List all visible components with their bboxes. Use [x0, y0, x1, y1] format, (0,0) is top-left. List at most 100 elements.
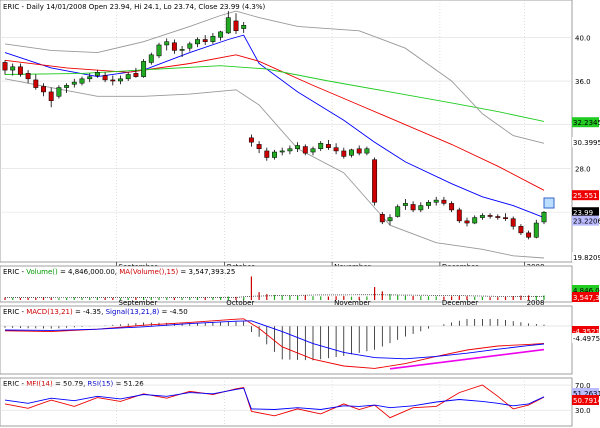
price-badge-4-box: [572, 215, 599, 226]
candle: [325, 140, 331, 150]
candle-body: [441, 199, 447, 204]
candle: [179, 46, 185, 57]
price-series-band-upper: [4, 10, 545, 144]
candle: [349, 148, 354, 158]
price-badge-1-box: [572, 137, 599, 148]
candle: [41, 83, 46, 97]
price-badge-2-text: 25.551: [573, 192, 598, 200]
macd-series-signal: [4, 320, 545, 360]
candle: [202, 35, 208, 45]
candle: [102, 72, 108, 83]
volume-x-label-4: 2008: [527, 299, 545, 307]
candle-body: [387, 217, 393, 222]
candle: [495, 214, 501, 220]
candle-body: [364, 148, 370, 154]
candle-body: [141, 61, 147, 77]
candle: [241, 22, 247, 33]
macd-series-trendline: [389, 348, 545, 370]
candle-body: [333, 147, 339, 152]
candle: [225, 11, 231, 35]
candle-body: [210, 35, 216, 42]
candle: [503, 213, 508, 221]
volume-panel: ERIC - Volume() = 4,846,000.00, MA(Volum…: [0, 265, 600, 307]
candle-body: [41, 86, 46, 93]
candle: [2, 60, 8, 75]
price-badge-2-box: [572, 190, 599, 201]
candle: [171, 39, 177, 54]
candle: [25, 70, 31, 84]
candle: [87, 73, 93, 83]
volume-title-prefix: ERIC -: [3, 268, 26, 276]
volume-x-labels: September October November December 2008: [116, 266, 545, 307]
candle: [356, 145, 362, 156]
candle-body: [164, 41, 170, 46]
price-header-symbol: ERIC: [3, 3, 19, 11]
candle: [233, 13, 239, 35]
candle: [318, 141, 324, 151]
candle: [487, 213, 493, 219]
volume-badge-1-text: 3,547,39: [573, 294, 600, 302]
candle-body: [456, 209, 462, 222]
candle: [56, 85, 62, 99]
mfi-rsi-lines: [4, 384, 545, 419]
price-badge-4-text: 23.2206: [573, 218, 600, 226]
candle-body: [518, 226, 524, 234]
volume-badge-0-box: [572, 285, 599, 295]
candle-body: [202, 39, 208, 42]
volume-title-vol: Volume(): [26, 268, 58, 276]
candle-body: [279, 150, 285, 153]
candle-body: [233, 20, 239, 32]
mfi-title-rsi-val: = 51.26: [116, 380, 145, 388]
candle-body: [64, 85, 70, 88]
price-series-ma-short: [4, 34, 545, 219]
candle: [433, 196, 439, 206]
candle-body: [187, 43, 193, 49]
candle: [287, 145, 293, 155]
candle-body: [241, 25, 247, 29]
candle-body: [310, 148, 316, 153]
price-y-tick-1: 36.0: [575, 78, 591, 86]
price-bands: [4, 10, 545, 259]
macd-badge-0-text: -4.35218: [573, 328, 600, 336]
candle-body: [295, 145, 301, 149]
candle: [79, 76, 85, 86]
candle-body: [156, 44, 162, 57]
candle: [410, 201, 416, 213]
candle: [118, 75, 123, 85]
mfi-series-rsi: [4, 387, 545, 410]
candle-body: [526, 232, 532, 238]
candle-body: [110, 79, 116, 82]
candle: [187, 41, 193, 52]
candle-body: [395, 206, 401, 217]
svg-text:ERIC - MACD(13,21): ERIC - MACD(13,21) = -4.35, Signal(13,21…: [3, 308, 188, 316]
candle-body: [33, 79, 39, 88]
candle-body: [472, 217, 478, 224]
price-badge-5-box: [572, 252, 599, 262]
candle: [472, 215, 478, 225]
candle-body: [349, 149, 354, 156]
mfi-badge-0-text: 51.2631: [573, 390, 600, 398]
macd-badge-0-box: [572, 326, 599, 336]
candle: [518, 224, 524, 236]
candle-body: [148, 54, 154, 63]
candle: [418, 202, 424, 213]
macd-title-signal-val: = -4.50: [162, 308, 188, 316]
candle-body: [449, 203, 455, 211]
price-y-ticks: 40.0 36.0 28.0: [575, 34, 591, 173]
volume-x-label-3: December: [442, 299, 478, 307]
candle: [164, 38, 170, 51]
mfi-badge-0-box: [572, 388, 599, 398]
candle: [264, 147, 270, 161]
candle: [256, 141, 262, 154]
candle-body: [341, 150, 347, 157]
candle: [94, 70, 100, 78]
candle: [218, 30, 224, 41]
candle-body: [302, 146, 308, 154]
candle: [125, 72, 131, 82]
mfi-title-mfi: MFI(14): [26, 380, 53, 388]
candle: [133, 67, 139, 78]
candle: [541, 211, 547, 225]
